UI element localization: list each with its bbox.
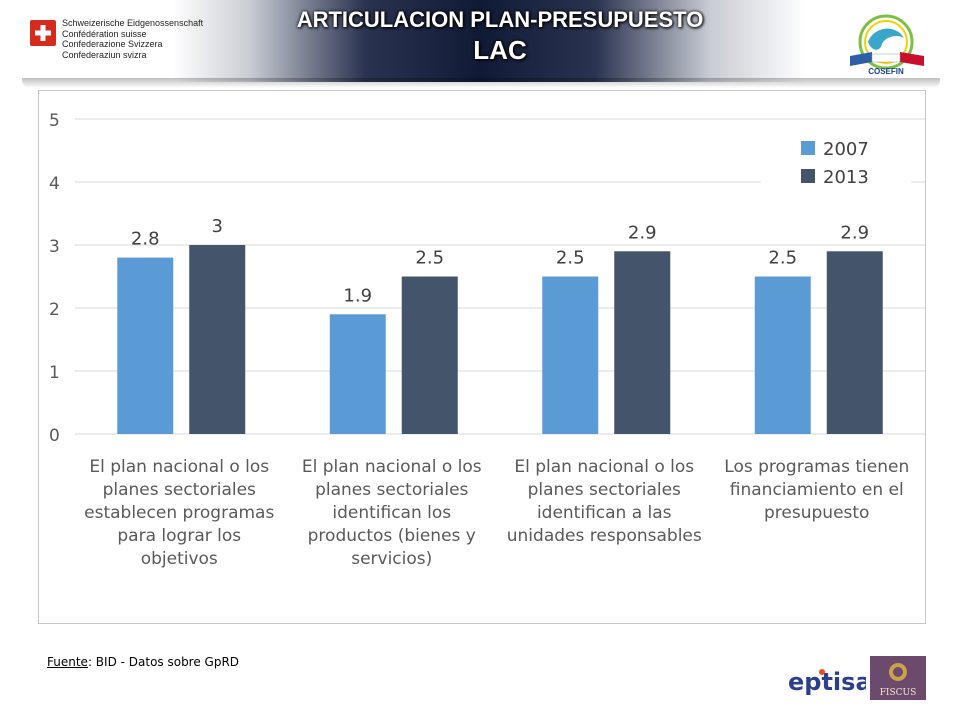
swiss-flag-icon bbox=[30, 20, 56, 46]
category-label: planes sectoriales bbox=[528, 480, 681, 500]
cosefin-logo-text: COSEFIN bbox=[868, 67, 904, 76]
category-label: planes sectoriales bbox=[103, 480, 256, 500]
data-label: 1.9 bbox=[343, 285, 372, 306]
data-label: 2.5 bbox=[556, 248, 585, 269]
bar-2013 bbox=[614, 251, 671, 434]
category-label: productos (bienes y bbox=[308, 526, 476, 546]
category-label: objetivos bbox=[141, 549, 218, 569]
source-label: Fuente bbox=[47, 655, 88, 669]
data-label: 3 bbox=[212, 216, 223, 237]
legend-label: 2007 bbox=[823, 139, 869, 160]
y-tick-label: 4 bbox=[49, 174, 60, 194]
data-label: 2.8 bbox=[131, 229, 160, 250]
chart-frame: 0 1 2 3 4 5 2.8 3 El plan nacional o los planes s… bbox=[38, 90, 926, 624]
bar-2007 bbox=[542, 276, 599, 434]
header-shadow bbox=[22, 78, 940, 88]
category-label: El plan nacional o los bbox=[89, 457, 269, 477]
header-banner bbox=[0, 0, 960, 82]
bar-2007 bbox=[117, 257, 174, 434]
bar-2013 bbox=[826, 251, 883, 434]
data-label: 2.5 bbox=[415, 248, 444, 269]
swiss-confederation-text: Schweizerische Eidgenossenschaft Confédé… bbox=[62, 18, 203, 60]
category-label: financiamiento en el bbox=[730, 480, 904, 500]
bar-2007 bbox=[329, 314, 386, 434]
bar-chart: 0 1 2 3 4 5 2.8 3 El plan nacional o los planes s… bbox=[49, 111, 925, 569]
bar-2013 bbox=[189, 245, 246, 434]
source-note: Fuente: BID - Datos sobre GpRD bbox=[47, 655, 239, 669]
swiss-line: Confederazione Svizzera bbox=[62, 39, 163, 49]
source-text: : BID - Datos sobre GpRD bbox=[87, 655, 240, 669]
y-tick-label: 2 bbox=[49, 300, 60, 320]
y-tick-label: 0 bbox=[49, 426, 60, 446]
category-label: para lograr los bbox=[117, 526, 241, 546]
legend-swatch-2007 bbox=[801, 141, 815, 155]
y-tick-label: 5 bbox=[49, 111, 60, 131]
category-label: planes sectoriales bbox=[315, 480, 468, 500]
legend-label: 2013 bbox=[823, 167, 869, 188]
category-label: Los programas tienen bbox=[724, 457, 909, 477]
cosefin-logo: COSEFIN bbox=[850, 14, 924, 76]
y-tick-label: 3 bbox=[49, 237, 60, 257]
page-title: ARTICULACION PLAN-PRESUPUESTO LAC bbox=[200, 6, 800, 66]
eptisa-logo-text: eptisa bbox=[788, 668, 866, 696]
swiss-line: Confédération suisse bbox=[62, 28, 147, 39]
page-title-line1: ARTICULACION PLAN-PRESUPUESTO bbox=[296, 7, 704, 32]
category-label: servicios) bbox=[351, 549, 432, 569]
category-label: identifican a las bbox=[537, 503, 672, 523]
category-label: El plan nacional o los bbox=[302, 457, 482, 477]
bar-2013 bbox=[401, 276, 458, 434]
eptisa-logo: eptisa bbox=[788, 668, 866, 696]
bar-2007 bbox=[754, 276, 811, 434]
data-label: 2.5 bbox=[768, 248, 797, 269]
category-label: El plan nacional o los bbox=[514, 457, 694, 477]
category-label: establecen programas bbox=[84, 503, 274, 523]
page-title-line2: LAC bbox=[473, 35, 527, 65]
fiscus-logo-text: FISCUS bbox=[880, 688, 917, 698]
swiss-line: Confederaziun svizra bbox=[62, 49, 147, 60]
fiscus-logo: FISCUS bbox=[870, 656, 926, 700]
data-label: 2.9 bbox=[840, 222, 869, 243]
data-label: 2.9 bbox=[628, 222, 657, 243]
legend-swatch-2013 bbox=[801, 169, 815, 183]
swiss-line: Schweizerische Eidgenossenschaft bbox=[62, 18, 204, 28]
category-label: unidades responsables bbox=[507, 526, 702, 546]
y-tick-label: 1 bbox=[49, 363, 60, 383]
legend-box bbox=[761, 129, 911, 187]
category-label: identifican los bbox=[332, 503, 451, 523]
category-label: presupuesto bbox=[764, 503, 869, 523]
